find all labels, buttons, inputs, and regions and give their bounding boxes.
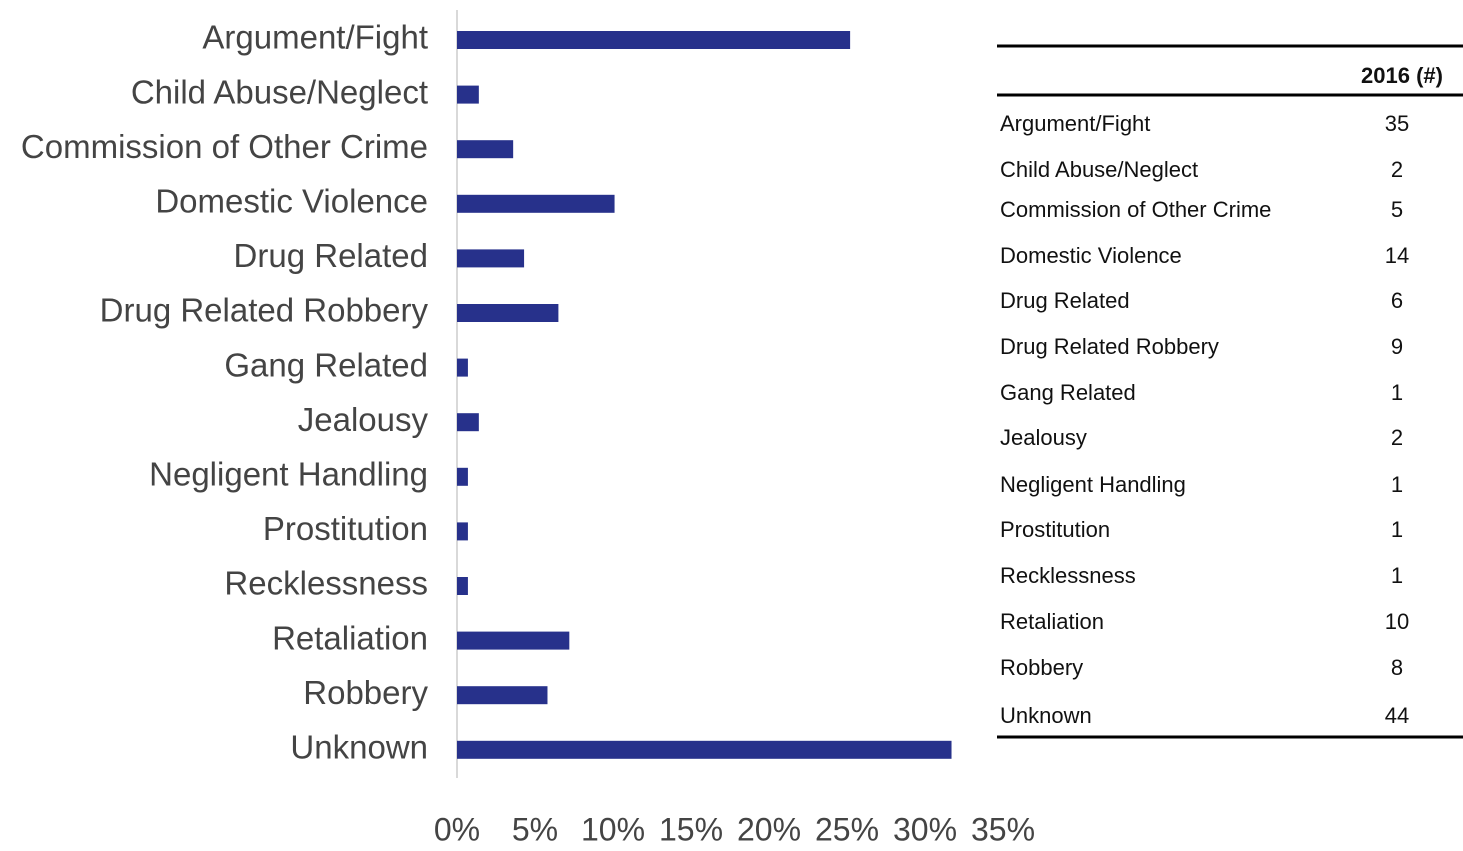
table-row-value: 1 <box>1391 380 1403 405</box>
table-row-label: Recklessness <box>1000 563 1136 588</box>
y-tick-label: Commission of Other Crime <box>21 128 428 165</box>
y-tick-label: Jealousy <box>298 401 429 438</box>
x-tick-label: 5% <box>512 811 558 847</box>
table-row-label: Prostitution <box>1000 517 1110 542</box>
table-row-value: 5 <box>1391 197 1403 222</box>
x-tick-label: 20% <box>737 811 801 847</box>
y-tick-label: Domestic Violence <box>155 183 428 220</box>
table-row-label: Unknown <box>1000 703 1092 728</box>
table-row-label: Child Abuse/Neglect <box>1000 157 1198 182</box>
bar <box>457 140 514 159</box>
bar <box>457 358 468 377</box>
x-tick-label: 10% <box>581 811 645 847</box>
table-header: 2016 (#) <box>1361 63 1443 88</box>
table-row-value: 1 <box>1391 517 1403 542</box>
x-tick-label: 0% <box>434 811 480 847</box>
y-tick-label: Drug Related <box>234 237 428 274</box>
table-row-label: Drug Related <box>1000 288 1130 313</box>
x-tick-label: 35% <box>971 811 1035 847</box>
y-tick-label: Gang Related <box>224 346 428 383</box>
table-row-value: 44 <box>1385 703 1409 728</box>
y-tick-label: Drug Related Robbery <box>100 292 429 329</box>
y-tick-label: Unknown <box>290 729 428 766</box>
y-tick-label: Recklessness <box>224 565 428 602</box>
table-row-value: 2 <box>1391 425 1403 450</box>
y-tick-label: Child Abuse/Neglect <box>131 73 428 110</box>
table-row-value: 10 <box>1385 609 1409 634</box>
table-row-label: Retaliation <box>1000 609 1104 634</box>
bar <box>457 522 468 541</box>
table-row-label: Argument/Fight <box>1000 111 1150 136</box>
bar <box>457 413 479 432</box>
table-row-label: Robbery <box>1000 655 1083 680</box>
y-tick-label: Argument/Fight <box>202 19 428 56</box>
y-tick-label: Robbery <box>303 674 428 711</box>
table-row-value: 1 <box>1391 472 1403 497</box>
table-row-label: Jealousy <box>1000 425 1087 450</box>
bar <box>457 467 468 486</box>
x-tick-label: 25% <box>815 811 879 847</box>
x-tick-label: 30% <box>893 811 957 847</box>
table-row-value: 9 <box>1391 334 1403 359</box>
table-row-value: 2 <box>1391 157 1403 182</box>
bar <box>457 686 548 705</box>
table-row-label: Drug Related Robbery <box>1000 334 1219 359</box>
bar <box>457 740 952 759</box>
table-row-label: Gang Related <box>1000 380 1136 405</box>
table-row-label: Domestic Violence <box>1000 243 1182 268</box>
table-row-value: 1 <box>1391 563 1403 588</box>
table-row-value: 6 <box>1391 288 1403 313</box>
bar <box>457 85 479 104</box>
y-tick-label: Prostitution <box>263 510 428 547</box>
bar <box>457 249 525 268</box>
bar <box>457 577 468 595</box>
x-tick-label: 15% <box>659 811 723 847</box>
table-row-value: 35 <box>1385 111 1409 136</box>
table-row-label: Negligent Handling <box>1000 472 1186 497</box>
bar <box>457 304 559 322</box>
table-row-label: Commission of Other Crime <box>1000 197 1271 222</box>
y-tick-label: Retaliation <box>272 619 428 656</box>
bar <box>457 31 851 49</box>
bar <box>457 194 615 213</box>
y-tick-label: Negligent Handling <box>149 456 428 493</box>
table-row-value: 8 <box>1391 655 1403 680</box>
table-row-value: 14 <box>1385 243 1409 268</box>
bar <box>457 631 570 650</box>
